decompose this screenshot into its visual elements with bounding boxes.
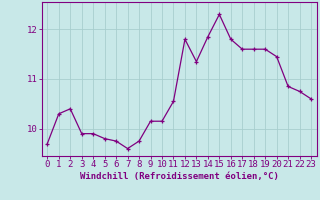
X-axis label: Windchill (Refroidissement éolien,°C): Windchill (Refroidissement éolien,°C): [80, 172, 279, 181]
